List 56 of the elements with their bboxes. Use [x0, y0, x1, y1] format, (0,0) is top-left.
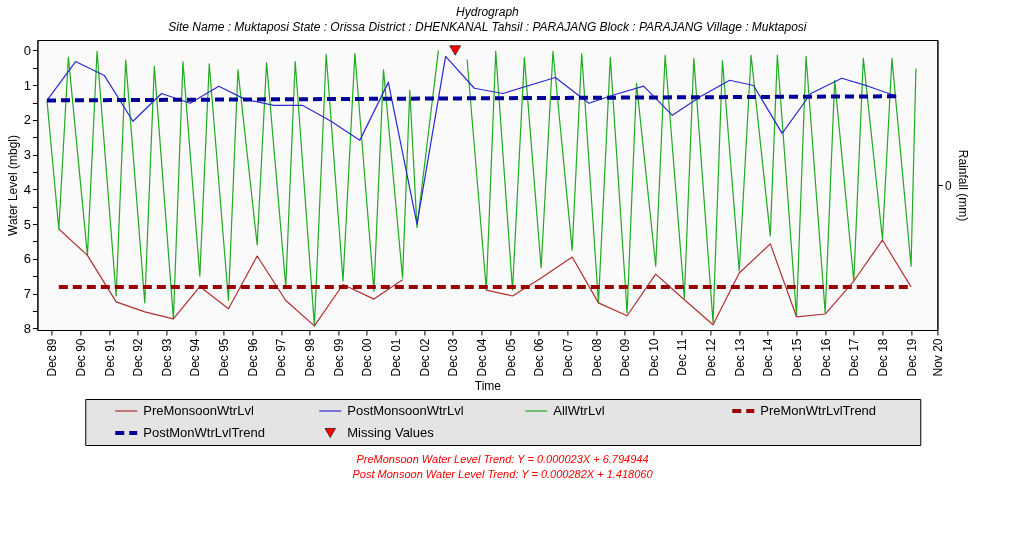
text: PreMonsoon Water Level Trend: Y = 0.000023X + 6.794944 — [356, 453, 649, 465]
x-tick-label: Dec 11 — [675, 338, 690, 376]
x-tick-label: Dec 12 — [704, 338, 719, 377]
y-tick-label: 1 — [23, 77, 31, 93]
legend-label: PreMonsoonWtrLvl — [143, 403, 254, 418]
x-axis-title: Time — [474, 378, 502, 393]
x-tick-label: Dec 08 — [589, 338, 604, 377]
line-series — [46, 55, 898, 225]
legend-label: PostMonsoonWtrLvl — [347, 403, 464, 418]
x-tick-label: Dec 04 — [474, 338, 489, 377]
x-tick-label: Dec 89 — [45, 338, 60, 377]
y-tick-label: 2 — [23, 112, 31, 128]
x-tick-label: Dec 19 — [904, 338, 919, 377]
x-tick-label: Dec 93 — [159, 338, 174, 377]
x-tick-label: Dec 18 — [875, 338, 890, 377]
x-tick-label: Dec 01 — [389, 338, 403, 377]
y2-axis-title: Rainfall (mm) — [955, 149, 970, 222]
x-tick-label: Dec 13 — [732, 338, 747, 377]
x-tick-label: Dec 10 — [646, 338, 661, 377]
y-tick-label: 7 — [23, 286, 31, 302]
x-tick-label: Dec 07 — [560, 338, 575, 377]
chart-title: Hydrograph — [456, 5, 520, 19]
x-tick-label: Dec 95 — [217, 338, 232, 377]
y-tick-label: 0 — [23, 42, 31, 58]
x-tick-label: Dec 02 — [417, 338, 432, 377]
y-tick-label: 3 — [23, 147, 31, 163]
x-tick-label: Dec 14 — [761, 338, 776, 377]
y-tick-label: 6 — [23, 251, 31, 267]
x-tick-label: Nov 20 — [930, 338, 945, 377]
legend-label: AllWtrLvl — [553, 403, 605, 418]
x-tick-label: Dec 16 — [818, 338, 833, 377]
x-tick-label: Dec 15 — [789, 338, 804, 377]
x-tick-label: Dec 99 — [331, 338, 346, 377]
x-tick-label: Dec 98 — [303, 338, 318, 377]
x-tick-label: Dec 94 — [188, 338, 203, 377]
x-tick-label: Dec 06 — [532, 338, 547, 377]
x-tick-label: Dec 17 — [847, 338, 862, 377]
x-tick-label: Dec 92 — [131, 338, 146, 377]
legend-label: PostMonWtrLvlTrend — [143, 425, 265, 440]
y-tick-label: 4 — [23, 181, 31, 197]
x-tick-label: Dec 90 — [73, 338, 88, 377]
x-tick-label: Dec 05 — [503, 338, 518, 377]
y-tick-label: 8 — [23, 320, 31, 336]
x-tick-label: Dec 09 — [618, 338, 633, 377]
y-axis-title: Water Level (mbgl) — [5, 135, 20, 236]
legend-label: PreMonWtrLvlTrend — [760, 403, 877, 418]
x-tick-label: Dec 96 — [245, 338, 260, 377]
x-tick-label: Dec 91 — [102, 338, 117, 377]
text: Post Monsoon Water Level Trend: Y = 0.000282X + 1.418060 — [352, 468, 654, 480]
x-tick-label: Dec 00 — [360, 338, 375, 377]
legend-label: Missing Values — [347, 425, 435, 440]
y-tick-label: 5 — [23, 216, 31, 232]
x-tick-label: Dec 97 — [274, 338, 289, 377]
x-tick-label: Dec 03 — [446, 338, 461, 377]
chart-subtitle: Site Name : Muktaposi State : Orissa District : DHENKANAL Tahsil : PARAJANG Block : PARAJANG Village : Muktaposi — [168, 20, 807, 34]
text: 0 — [944, 178, 952, 193]
